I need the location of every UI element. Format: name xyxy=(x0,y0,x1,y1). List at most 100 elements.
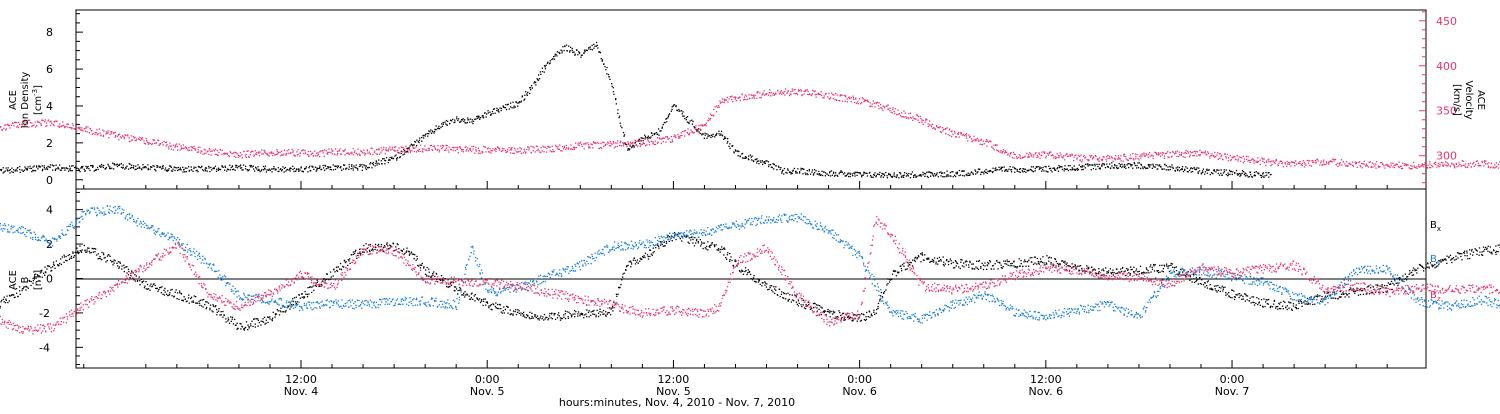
velocity-point xyxy=(1303,160,1304,161)
bx-point xyxy=(478,299,479,300)
velocity-point xyxy=(1266,162,1267,163)
velocity-point xyxy=(788,90,789,91)
bx-point xyxy=(310,286,311,287)
velocity-point xyxy=(892,107,893,108)
density-point xyxy=(807,170,808,171)
bx-point xyxy=(355,251,356,252)
density-point xyxy=(1094,165,1095,166)
velocity-point xyxy=(314,151,315,152)
bx-point xyxy=(483,299,484,300)
velocity-point xyxy=(1487,163,1488,164)
density-point xyxy=(564,46,565,47)
velocity-point xyxy=(1018,157,1019,158)
velocity-point xyxy=(357,154,358,155)
velocity-point xyxy=(1262,161,1263,162)
velocity-point xyxy=(805,90,806,91)
velocity-point xyxy=(238,155,239,156)
density-point xyxy=(760,160,761,161)
velocity-point xyxy=(173,149,174,150)
density-point xyxy=(80,167,81,168)
density-point xyxy=(1255,175,1256,176)
velocity-point xyxy=(842,101,843,102)
bx-point xyxy=(259,322,260,323)
velocity-point xyxy=(1162,154,1163,155)
velocity-point xyxy=(837,94,838,95)
velocity-point xyxy=(395,150,396,151)
velocity-point xyxy=(383,147,384,148)
bx-point xyxy=(368,244,369,245)
density-point xyxy=(751,159,752,160)
velocity-point xyxy=(360,155,361,156)
bx-point xyxy=(118,268,119,269)
bx-point xyxy=(135,280,136,281)
density-point xyxy=(1164,164,1165,165)
velocity-point xyxy=(510,149,511,150)
density-point xyxy=(121,163,122,164)
velocity-point xyxy=(565,149,566,150)
density-point xyxy=(1110,168,1111,169)
velocity-point xyxy=(528,149,529,150)
velocity-point xyxy=(425,150,426,151)
velocity-point xyxy=(644,139,645,140)
bx-point xyxy=(261,321,262,322)
velocity-point xyxy=(350,152,351,153)
bx-point xyxy=(54,268,55,269)
density-point xyxy=(328,167,329,168)
density-point xyxy=(282,169,283,170)
density-point xyxy=(44,167,45,168)
density-point xyxy=(983,173,984,174)
velocity-point xyxy=(1490,166,1491,167)
velocity-point xyxy=(1465,163,1466,164)
velocity-point xyxy=(549,146,550,147)
density-point xyxy=(766,160,767,161)
density-point xyxy=(797,172,798,173)
velocity-point xyxy=(329,152,330,153)
density-point xyxy=(1083,165,1084,166)
velocity-point xyxy=(614,147,615,148)
velocity-point xyxy=(678,138,679,139)
density-point xyxy=(1114,165,1115,166)
density-point xyxy=(650,136,651,137)
density-point xyxy=(383,158,384,159)
density-point xyxy=(1157,168,1158,169)
density-point xyxy=(178,167,179,168)
velocity-point xyxy=(383,149,384,150)
bx-point xyxy=(363,245,364,246)
density-point xyxy=(238,166,239,167)
density-point xyxy=(419,138,420,139)
velocity-point xyxy=(363,150,364,151)
velocity-point xyxy=(194,148,195,149)
velocity-point xyxy=(1392,166,1393,167)
velocity-point xyxy=(1160,156,1161,157)
density-point xyxy=(1182,169,1183,170)
density-point xyxy=(562,46,563,47)
velocity-point xyxy=(177,150,178,151)
density-point xyxy=(763,161,764,162)
density-point xyxy=(1119,163,1120,164)
velocity-point xyxy=(209,149,210,150)
density-point xyxy=(206,168,207,169)
velocity-point xyxy=(1093,157,1094,158)
velocity-point xyxy=(399,147,400,148)
velocity-point xyxy=(605,144,606,145)
velocity-point xyxy=(784,91,785,92)
velocity-point xyxy=(359,153,360,154)
velocity-point xyxy=(875,106,876,107)
bx-point xyxy=(219,314,220,315)
velocity-point xyxy=(519,147,520,148)
velocity-point xyxy=(1108,158,1109,159)
density-point xyxy=(114,164,115,165)
density-point xyxy=(1043,170,1044,171)
bx-point xyxy=(359,249,360,250)
bx-point xyxy=(98,253,99,254)
density-point xyxy=(554,59,555,60)
velocity-point xyxy=(1056,157,1057,158)
velocity-point xyxy=(1177,150,1178,151)
velocity-point xyxy=(84,128,85,129)
velocity-point xyxy=(588,147,589,148)
density-point xyxy=(592,45,593,46)
density-point xyxy=(1012,167,1013,168)
velocity-point xyxy=(1030,153,1031,154)
density-point xyxy=(501,110,502,111)
density-point xyxy=(498,109,499,110)
